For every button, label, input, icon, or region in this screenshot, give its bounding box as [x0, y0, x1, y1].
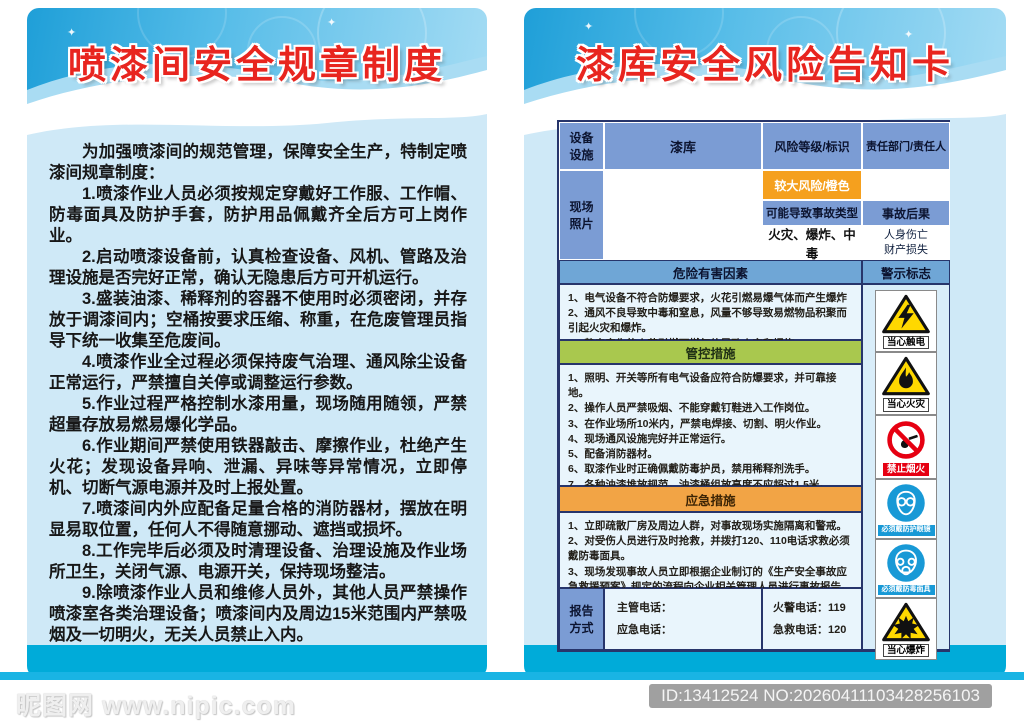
- hazard-section-header: 危险有害因素: [559, 260, 862, 284]
- watermark-text: 昵图网 www.nipic.com: [16, 692, 296, 720]
- rule-item: 2.启动喷漆设备前，认真检查设备、风机、管路及治理设施是否完好正常，确认无隐患后…: [49, 248, 467, 287]
- explosion-icon: [882, 602, 930, 642]
- paint-store-risk-card-panel: ✦ ✦ 漆库安全风险告知卡 设备 设施 漆库 风险等级/标识 责任部门/责任人 …: [524, 8, 1006, 678]
- emergency-item: 1、立即疏散厂房及周边人群，对事故现场实施隔离和警戒。: [568, 520, 847, 532]
- rule-item: 7.喷漆间内外应配备足量合格的消防器材，摆放在明显易取位置，任何人不得随意挪动、…: [49, 500, 467, 539]
- accident-type-cell: 火灾、爆炸、中毒: [762, 226, 862, 261]
- hazard-item: 2、通风不良导致中毒和窒息，风量不够导致易燃物品积聚而引起火灾和爆炸。: [568, 307, 847, 335]
- sign-label: 当心触电: [882, 336, 929, 350]
- mandatory-sign-goggles: 必须戴防护眼镜: [875, 479, 937, 539]
- control-measures-header: 管控措施: [559, 340, 862, 364]
- site-photo-label-cell: 现场 照片: [559, 170, 604, 260]
- wave-decoration: [27, 114, 487, 137]
- no-open-flame-icon: [887, 421, 925, 459]
- consequence-cell: 人身伤亡 财产损失: [862, 226, 950, 260]
- rule-item: 9.除喷漆作业人员和维修人员外，其他人员严禁操作喷漆室各类治理设备；喷漆间内及周…: [49, 584, 467, 644]
- wave-decoration: [524, 56, 1006, 112]
- rule-item: 4.喷漆作业全过程必须保持废气治理、通风除尘设备正常运行，严禁擅自关停或调整运行…: [49, 353, 467, 392]
- electric-shock-icon: [882, 294, 930, 334]
- panel-body-background: [27, 136, 487, 645]
- risk-level-cell: 较大风险/橙色: [762, 170, 862, 200]
- rule-item: 1.喷漆作业人员必须按规定穿戴好工作服、工作帽、防毒面具及防护手套，防护用品佩戴…: [49, 185, 467, 245]
- spray-room-rules-panel: ✦ ✦ 喷漆间安全规章制度 为加强喷漆间的规范管理，保障安全生产，特制定喷漆间规…: [27, 8, 487, 678]
- right-panel-title: 漆库安全风险告知卡: [575, 45, 954, 87]
- rule-item: 3.盛装油漆、稀释剂的容器不使用时必须密闭，并存放于调漆间内；空桶按要求压缩、称…: [49, 290, 467, 350]
- emergency-item: 2、对受伤人员进行及时抢救，并拨打120、110电话求救必须戴防毒面具。: [568, 535, 850, 563]
- rule-item: 6.作业期间严禁使用铁器敲击、摩擦作业，杜绝产生火花；发现设备异响、泄漏、异味等…: [49, 437, 467, 497]
- control-measures-list: 1、照明、开关等所有电气设备应符合防爆要求，并可靠接地。 2、操作人员严禁吸烟、…: [559, 364, 862, 521]
- emergency-measures-header: 应急措施: [559, 486, 862, 512]
- image-id-badge: ID:13412524 NO:20260411103428256103: [649, 684, 992, 708]
- hazard-list: 1、电气设备不符合防爆要求，火花引燃易爆气体而产生爆炸 2、通风不良导致中毒和窒…: [559, 284, 862, 350]
- warning-sign-explosion: 当心爆炸: [875, 597, 937, 661]
- warning-sign-fire: 当心火灾: [875, 352, 937, 415]
- control-item: 5、配备消防器材。: [568, 448, 658, 461]
- control-item: 6、取漆作业时正确佩戴防毒护员，禁用稀释剂洗手。: [568, 463, 816, 476]
- warning-sign-electric-shock: 当心触电: [875, 290, 937, 353]
- panel-header-decor: ✦ ✦: [27, 8, 487, 112]
- empty-cell: [862, 170, 950, 200]
- sparkle-icon: ✦: [584, 21, 594, 33]
- left-panel-title: 喷漆间安全规章制度: [67, 45, 446, 87]
- protective-goggles-icon: [887, 484, 925, 522]
- sign-label: 当心火灾: [882, 398, 929, 412]
- warning-signs-column: 当心触电 当心火灾 禁止烟火: [862, 284, 950, 661]
- responsible-header-cell: 责任部门/责任人: [862, 122, 950, 170]
- footer-cyan-bar: [0, 672, 1024, 680]
- mandatory-sign-gas-mask: 必须戴防毒面具: [875, 538, 937, 598]
- rules-intro: 为加强喷漆间的规范管理，保障安全生产，特制定喷漆间规章制度：: [49, 143, 467, 182]
- sign-label: 必须戴防护眼镜: [877, 525, 935, 536]
- sparkle-icon: ✦: [327, 17, 337, 29]
- consequence-header-cell: 事故后果: [862, 200, 950, 226]
- site-photo-placeholder: [604, 170, 762, 260]
- gas-mask-icon: [887, 543, 925, 582]
- risk-notification-table: 设备 设施 漆库 风险等级/标识 责任部门/责任人 现场 照片 较大风险/橙色 …: [557, 120, 950, 661]
- rule-item: 8.工作完毕后必须及时清理设备、治理设施及作业场所卫生，关闭气源、电源开关，保持…: [49, 542, 467, 581]
- panel-header-decor: ✦ ✦: [524, 8, 1006, 112]
- report-phones-internal: 主管电话： 应急电话：: [604, 588, 762, 650]
- risk-grade-header-cell: 风险等级/标识: [762, 122, 862, 170]
- control-item: 2、操作人员严禁吸烟、不能穿戴钉鞋进入工作岗位。: [568, 402, 816, 415]
- equipment-name-cell: 漆库: [604, 122, 762, 170]
- accident-type-header-cell: 可能导致事故类型: [762, 200, 862, 226]
- rule-item: 5.作业过程严格控制水漆用量，现场随用随领，严禁超量存放易燃易爆化学品。: [49, 395, 467, 434]
- report-phones-public: 火警电话：119 急救电话：120: [762, 588, 862, 650]
- report-method-label-cell: 报告 方式: [559, 588, 604, 650]
- emergency-measures-list: 1、立即疏散厂房及周边人群，对事故现场实施隔离和警戒。 2、对受伤人员进行及时抢…: [559, 512, 862, 593]
- control-item: 4、现场通风设施完好并正常运行。: [568, 432, 732, 445]
- sign-label: 必须戴防毒面具: [877, 584, 935, 595]
- control-item: 3、在作业场所10米内，严禁电焊接、切割、明火作业。: [568, 417, 828, 430]
- prohibition-sign-no-fire: 禁止烟火: [875, 414, 937, 480]
- sparkle-icon: ✦: [904, 29, 914, 41]
- sparkle-icon: ✦: [67, 27, 77, 39]
- control-item: 1、照明、开关等所有电气设备应符合防爆要求，并可靠接地。: [568, 372, 837, 400]
- sign-label: 当心爆炸: [882, 643, 929, 658]
- rules-text-block: 为加强喷漆间的规范管理，保障安全生产，特制定喷漆间规章制度： 1.喷漆作业人员必…: [49, 142, 467, 646]
- equipment-label-cell: 设备 设施: [559, 122, 604, 170]
- sign-label: 禁止烟火: [882, 462, 929, 477]
- wave-decoration: [27, 56, 487, 112]
- fire-warning-icon: [882, 357, 930, 396]
- warning-signs-header: 警示标志: [862, 260, 950, 284]
- hazard-item: 1、电气设备不符合防爆要求，火花引燃易爆气体而产生爆炸: [568, 292, 847, 304]
